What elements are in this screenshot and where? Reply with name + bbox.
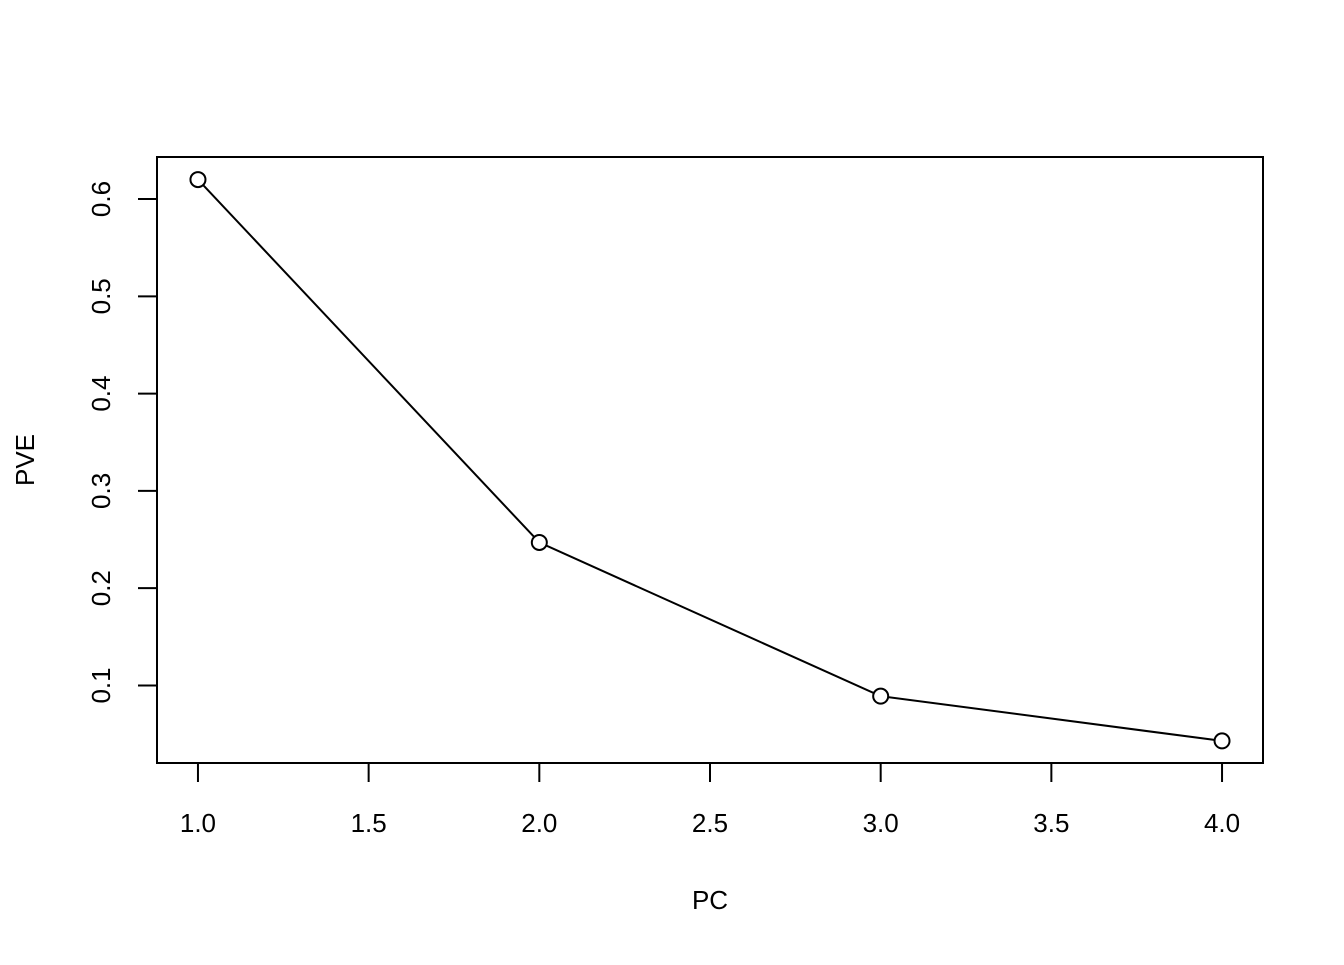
x-tick-label: 2.5 <box>692 808 728 838</box>
x-axis-label: PC <box>692 885 728 915</box>
y-tick-label: 0.2 <box>86 570 116 606</box>
data-line <box>197 178 1223 742</box>
x-tick-label: 3.5 <box>1033 808 1069 838</box>
x-tick-label: 1.5 <box>351 808 387 838</box>
data-point <box>530 533 548 551</box>
x-tick-label: 1.0 <box>180 808 216 838</box>
y-axis-label: PVE <box>10 434 40 486</box>
data-point <box>872 687 890 705</box>
data-point <box>189 171 207 189</box>
plot-frame <box>156 156 1264 764</box>
x-tick-label: 2.0 <box>521 808 557 838</box>
y-tick-label: 0.1 <box>86 667 116 703</box>
y-tick-label: 0.5 <box>86 278 116 314</box>
data-point <box>1213 732 1231 750</box>
y-tick-label: 0.6 <box>86 181 116 217</box>
x-tick-label: 4.0 <box>1204 808 1240 838</box>
x-tick-label: 3.0 <box>863 808 899 838</box>
y-tick-label: 0.4 <box>86 376 116 412</box>
y-tick-label: 0.3 <box>86 473 116 509</box>
